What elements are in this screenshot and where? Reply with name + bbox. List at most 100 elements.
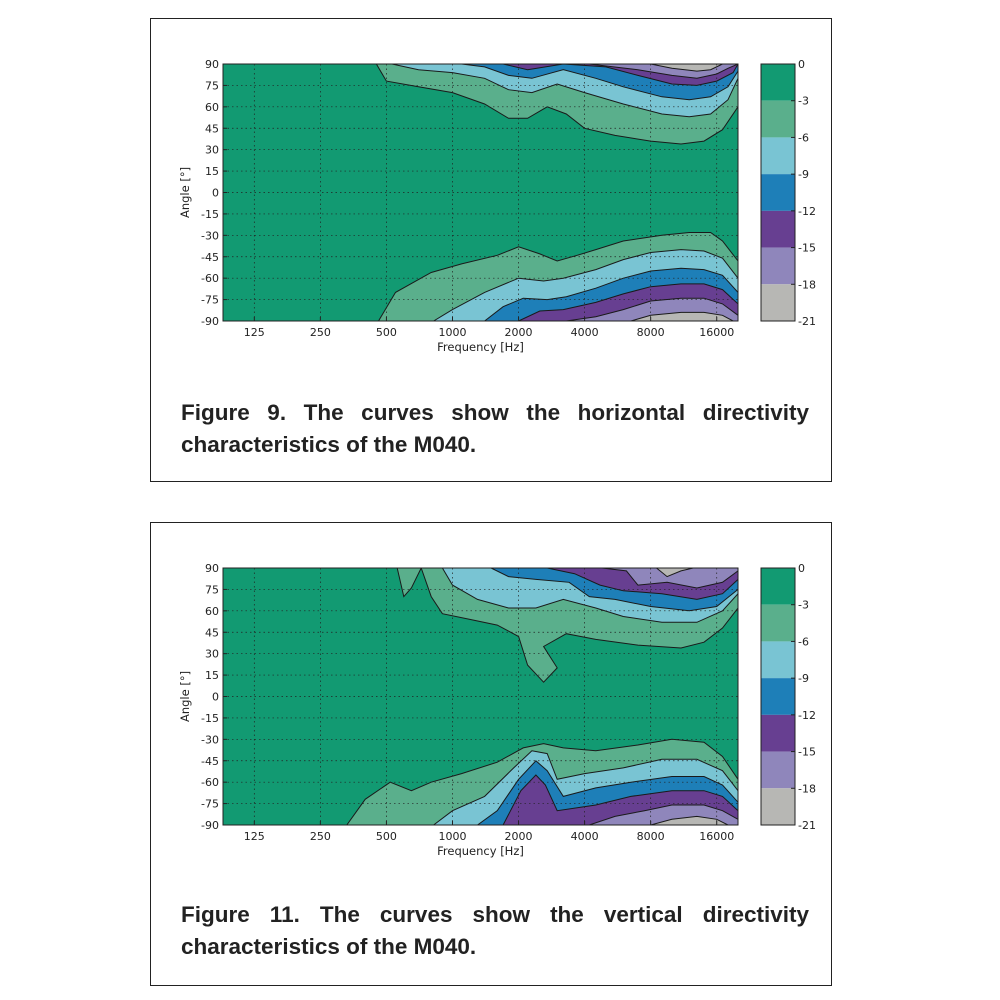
bottom-contour-6db xyxy=(433,249,738,321)
colorbar-segment xyxy=(761,714,795,752)
colorbar-tick-label: -21 xyxy=(798,819,816,832)
top-contour-12db xyxy=(502,64,738,86)
top-contour-6db xyxy=(441,568,738,623)
colorbar-tick-label: -9 xyxy=(798,672,809,685)
colorbar-segment xyxy=(761,568,795,605)
horizontal-directivity-chart: 125 250 500 1000 2000 4000 8000 16000 90 75 60 45 30… xyxy=(178,58,816,354)
y-tick-label: -75 xyxy=(201,798,219,811)
colorbar-tick-label: -15 xyxy=(798,242,816,255)
colorbar-tick-label: -6 xyxy=(798,131,809,144)
colorbar-segment xyxy=(761,751,795,789)
colorbar-tick-label: -3 xyxy=(798,599,809,612)
bottom-contour-15db xyxy=(566,297,738,321)
y-tick-label: -45 xyxy=(201,251,219,264)
x-tick-label: 16000 xyxy=(699,326,734,339)
top-contour-3db xyxy=(223,568,738,683)
y-tick-label: 0 xyxy=(212,187,219,200)
bottom-contour-18db xyxy=(630,311,734,321)
y-tick-label: 0 xyxy=(212,691,219,704)
y-tick-label: 75 xyxy=(205,79,219,92)
colorbar-tick-label: 0 xyxy=(798,58,805,71)
y-tick-label: 30 xyxy=(205,648,219,661)
y-tick-label: 30 xyxy=(205,144,219,157)
y-tick-label: -75 xyxy=(201,294,219,307)
colorbar-tick-label: -3 xyxy=(798,95,809,108)
colorbar-segment xyxy=(761,174,795,211)
y-tick-label: -15 xyxy=(201,208,219,221)
x-tick-label: 16000 xyxy=(699,830,734,843)
x-tick-label: 8000 xyxy=(637,830,665,843)
colorbar-tick-label: -15 xyxy=(798,746,816,759)
y-tick-label: -15 xyxy=(201,712,219,725)
colorbar-segment xyxy=(761,100,795,138)
y-tick-label: -60 xyxy=(201,272,219,285)
y-tick-label: 75 xyxy=(205,583,219,596)
x-tick-label: 1000 xyxy=(438,326,466,339)
colorbar-segment xyxy=(761,284,795,321)
colorbar-tick-label: -12 xyxy=(798,709,816,722)
bottom-contour-9db xyxy=(477,760,738,825)
bottom-contour-9db xyxy=(484,267,738,321)
y-tick-label: -90 xyxy=(201,315,219,328)
x-tick-label: 250 xyxy=(310,830,331,843)
y-tick-label: 90 xyxy=(205,562,219,575)
y-tick-label: 15 xyxy=(205,165,219,178)
x-tick-label: 500 xyxy=(376,326,397,339)
bottom-contour-6db xyxy=(433,750,738,825)
y-axis-label: Angle [°] xyxy=(178,671,192,722)
colorbar-segment xyxy=(761,247,795,285)
colorbar-tick-label: -18 xyxy=(798,278,816,291)
bottom-contour-18db xyxy=(650,815,729,825)
colorbar-tick-label: 0 xyxy=(798,562,805,575)
figure-9: 125 250 500 1000 2000 4000 8000 16000 90 75 60 45 30… xyxy=(150,18,832,482)
y-tick-label: -45 xyxy=(201,755,219,768)
top-contour-18db xyxy=(656,568,694,578)
x-tick-label: 250 xyxy=(310,326,331,339)
top-contour-15db xyxy=(601,568,738,589)
figure-11: 125 250 500 1000 2000 4000 8000 16000 90 75 60 45 30… xyxy=(150,522,832,986)
y-tick-label: -30 xyxy=(201,229,219,242)
bottom-band-18db xyxy=(630,312,734,321)
y-tick-label: -30 xyxy=(201,733,219,746)
bottom-contour-12db xyxy=(518,283,738,321)
vertical-directivity-chart: 125 250 500 1000 2000 4000 8000 16000 90 75 60 45 30… xyxy=(178,562,816,858)
bottom-contour-3db xyxy=(223,232,738,321)
top-contour-15db xyxy=(589,64,738,79)
colorbar-tick-label: -9 xyxy=(798,168,809,181)
top-contour-9db xyxy=(490,568,738,612)
top-contour-12db xyxy=(547,568,738,600)
colorbar-segment xyxy=(761,210,795,248)
y-tick-label: -60 xyxy=(201,776,219,789)
y-tick-label: 15 xyxy=(205,669,219,682)
colorbar-segment xyxy=(761,678,795,715)
x-tick-label: 2000 xyxy=(505,326,533,339)
y-tick-label: 90 xyxy=(205,58,219,71)
x-tick-label: 1000 xyxy=(438,830,466,843)
top-contour-6db xyxy=(391,64,738,118)
x-tick-label: 8000 xyxy=(637,326,665,339)
bottom-contour-3db xyxy=(271,738,738,825)
colorbar-segment xyxy=(761,137,795,175)
colorbar-segment xyxy=(761,788,795,825)
x-tick-label: 125 xyxy=(244,830,265,843)
colorbar-tick-label: -18 xyxy=(798,782,816,795)
top-contour-18db xyxy=(650,64,723,72)
colorbar-segment xyxy=(761,641,795,679)
x-tick-label: 4000 xyxy=(571,326,599,339)
top-band-18db xyxy=(650,64,723,72)
top-band-15db xyxy=(602,568,738,588)
y-tick-label: 45 xyxy=(205,626,219,639)
colorbar-segment xyxy=(761,64,795,101)
colorbar-tick-label: -6 xyxy=(798,635,809,648)
figure-9-caption: Figure 9. The curves show the horizontal… xyxy=(181,400,809,457)
bottom-contour-15db xyxy=(589,804,738,825)
y-axis-label: Angle [°] xyxy=(178,167,192,218)
colorbar-frame xyxy=(760,63,796,322)
x-tick-label: 500 xyxy=(376,830,397,843)
colorbar-frame xyxy=(760,567,796,826)
bottom-contour-12db xyxy=(502,774,738,825)
figure-11-caption: Figure 11. The curves show the vertical … xyxy=(181,902,809,959)
y-tick-label: 45 xyxy=(205,122,219,135)
colorbar-tick-label: -21 xyxy=(798,315,816,328)
x-axis-label: Frequency [Hz] xyxy=(437,340,524,354)
